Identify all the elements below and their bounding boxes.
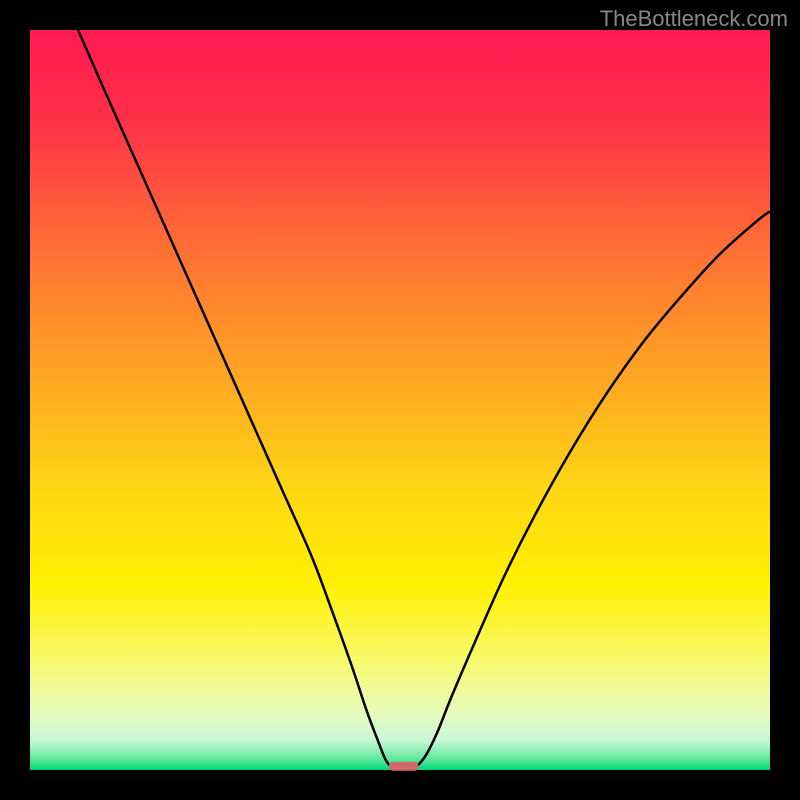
bottleneck-marker — [389, 762, 419, 771]
chart-container: TheBottleneck.com — [0, 0, 800, 800]
watermark-text: TheBottleneck.com — [600, 6, 788, 32]
bottleneck-chart — [0, 0, 800, 800]
plot-background — [30, 30, 770, 770]
